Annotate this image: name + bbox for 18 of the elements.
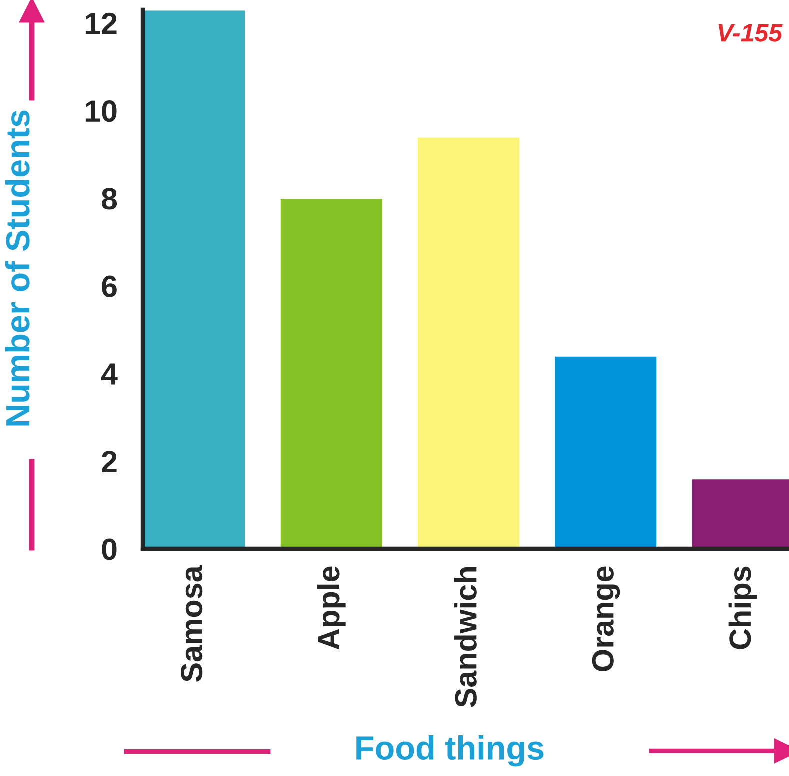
x-tick-label: Apple bbox=[317, 566, 346, 650]
y-tick-label: 4 bbox=[101, 364, 118, 385]
x-tick-label: Chips bbox=[728, 566, 758, 650]
y-tick-label: 10 bbox=[86, 100, 117, 122]
x-tick-label: Samosa bbox=[181, 565, 203, 682]
y-tick-label: 2 bbox=[102, 451, 117, 472]
annotation: V-155 bbox=[718, 24, 783, 42]
y-tick-label: 0 bbox=[102, 538, 117, 560]
y-tick-label: 12 bbox=[86, 12, 117, 34]
y-tick-label: 8 bbox=[102, 188, 118, 210]
bar bbox=[554, 355, 658, 549]
x-tick-label: Sandwich bbox=[454, 568, 477, 708]
y-axis-title: Number of Students bbox=[5, 110, 30, 426]
y-tick-label: 6 bbox=[102, 276, 117, 298]
bar bbox=[279, 198, 384, 549]
x-axis-title: Food things bbox=[356, 736, 544, 767]
bar bbox=[416, 136, 521, 549]
x-tick-label: Orange bbox=[592, 566, 620, 672]
